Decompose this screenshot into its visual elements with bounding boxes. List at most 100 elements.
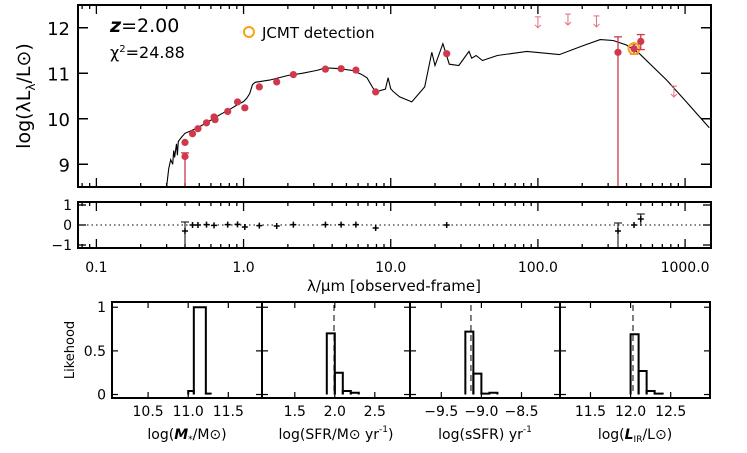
photometry-point [202, 119, 211, 127]
residual-point [256, 222, 263, 229]
photometry-point [637, 37, 645, 46]
histogram-x-label: log(M*/M⊙) [147, 427, 226, 445]
histogram-bar [192, 306, 207, 395]
residual-point [290, 221, 297, 228]
y-tick-label: 0 [97, 388, 106, 404]
residual-point [203, 221, 210, 228]
jcmt-detection-marker [627, 42, 641, 56]
histogram-bar [488, 391, 499, 395]
y-tick-label: 9 [59, 155, 70, 176]
residual-point [322, 221, 329, 228]
residual-point [194, 222, 201, 228]
x-tick-label: −8.5 [504, 404, 538, 420]
histogram-bar [480, 392, 491, 395]
label-part: log(sSFR) yr [438, 427, 523, 443]
photometry-point [233, 98, 242, 106]
histogram-frame [261, 301, 411, 399]
photometry-point [273, 78, 281, 86]
photometry-point [194, 125, 202, 133]
residual-point [614, 228, 621, 234]
hist-sfr-panel: 1.5 2.0 2.5 log(SFR/M⊙ yr-1) [261, 301, 411, 443]
x-tick-label: 11.5 [213, 404, 244, 420]
label-symbol: L [625, 427, 634, 443]
photometry-point [188, 130, 197, 138]
x-tick-label: 100.0 [518, 260, 558, 276]
photometry-point [241, 104, 249, 112]
histogram-frame [409, 301, 561, 399]
y-tick-label: 11 [47, 64, 70, 85]
histogram-bar [325, 332, 336, 395]
histogram-bar [653, 392, 664, 395]
upper-limit-arrow [564, 14, 572, 26]
sed-frame [77, 4, 712, 188]
photometry-point [181, 138, 189, 147]
histogram-frame [559, 301, 711, 399]
residual-point [372, 225, 379, 231]
histogram-bar [333, 371, 344, 395]
label-subscript: * [188, 435, 193, 445]
residual-frame [77, 201, 712, 249]
y-tick-label: 12 [47, 19, 70, 40]
residual-point [273, 223, 280, 229]
photometry-point [372, 88, 380, 96]
photometry-point [289, 71, 297, 79]
x-tick-label: 1000.0 [661, 260, 710, 276]
photometry-point [614, 48, 622, 56]
label-part: log( [147, 427, 174, 443]
hist-mass-panel: 10.5 11.0 11.5 0 0.5 1 log(M*/M⊙) [84, 300, 263, 445]
residual-point [234, 221, 241, 228]
photometry-point [211, 116, 219, 124]
photometry-point [352, 66, 360, 74]
x-axis-label: λ/μm [observed-frame] [307, 277, 481, 295]
chi-squared-annotation: χ2=24.88 [110, 43, 185, 62]
legend-jcmt-label: JCMT detection [261, 24, 375, 42]
histogram-x-label: log(SFR/M⊙ yr-1) [279, 425, 394, 443]
label-subscript: IR [634, 435, 643, 445]
hist-lir-panel: 11.5 12.0 12.5 log(LIR/L⊙) [559, 301, 711, 445]
label-symbol: M [174, 427, 188, 443]
photometry-point [321, 65, 330, 73]
legend-jcmt-marker [243, 26, 255, 38]
x-tick-label: −9.0 [464, 404, 498, 420]
x-tick-label: 11.5 [575, 404, 606, 420]
label-part: log( [598, 427, 625, 443]
y-tick-label: 1 [97, 300, 106, 316]
label-part: log(SFR/M⊙ yr [279, 427, 380, 443]
upper-limit-arrow [670, 85, 678, 98]
redshift-annotation: z=2.00 [109, 15, 179, 37]
x-tick-label: 0.1 [85, 260, 107, 276]
model-sed-curve [166, 39, 710, 187]
histogram-x-label: log(LIR/L⊙) [598, 427, 672, 445]
x-tick-label: −9.5 [424, 404, 458, 420]
y-tick-label: 10 [47, 110, 70, 131]
residual-point [443, 222, 450, 228]
upper-limit-arrow [534, 16, 542, 29]
histogram-bar [637, 369, 648, 395]
histogram-bar [341, 390, 352, 395]
x-tick-label: 12.5 [655, 404, 686, 420]
x-tick-label: 10.0 [375, 260, 406, 276]
residual-point [631, 222, 638, 228]
x-tick-label: 2.0 [324, 404, 346, 420]
photometry-point [224, 107, 232, 116]
y-tick-label: 0.5 [84, 344, 106, 360]
photometry-point [630, 45, 638, 53]
histogram-bar [645, 390, 656, 395]
y-axis-label: log(λLλ/L⊙) [13, 43, 38, 149]
residual-point [181, 228, 188, 234]
likelihood-axis-label: Likehood [63, 321, 78, 379]
histogram-bar [204, 392, 212, 395]
label-part: /M⊙) [193, 427, 227, 443]
label-superscript: -1 [523, 425, 532, 435]
x-tick-label: 12.0 [615, 404, 646, 420]
residual-point [241, 224, 248, 230]
sed-panel: 9 10 11 12 [47, 4, 712, 188]
histogram-bar [349, 391, 360, 395]
label-superscript: -1 [379, 425, 388, 435]
y-tick-label: −1 [51, 238, 72, 254]
histogram-bar [629, 333, 640, 395]
residual-point [189, 222, 196, 228]
x-tick-label: 2.5 [364, 404, 386, 420]
